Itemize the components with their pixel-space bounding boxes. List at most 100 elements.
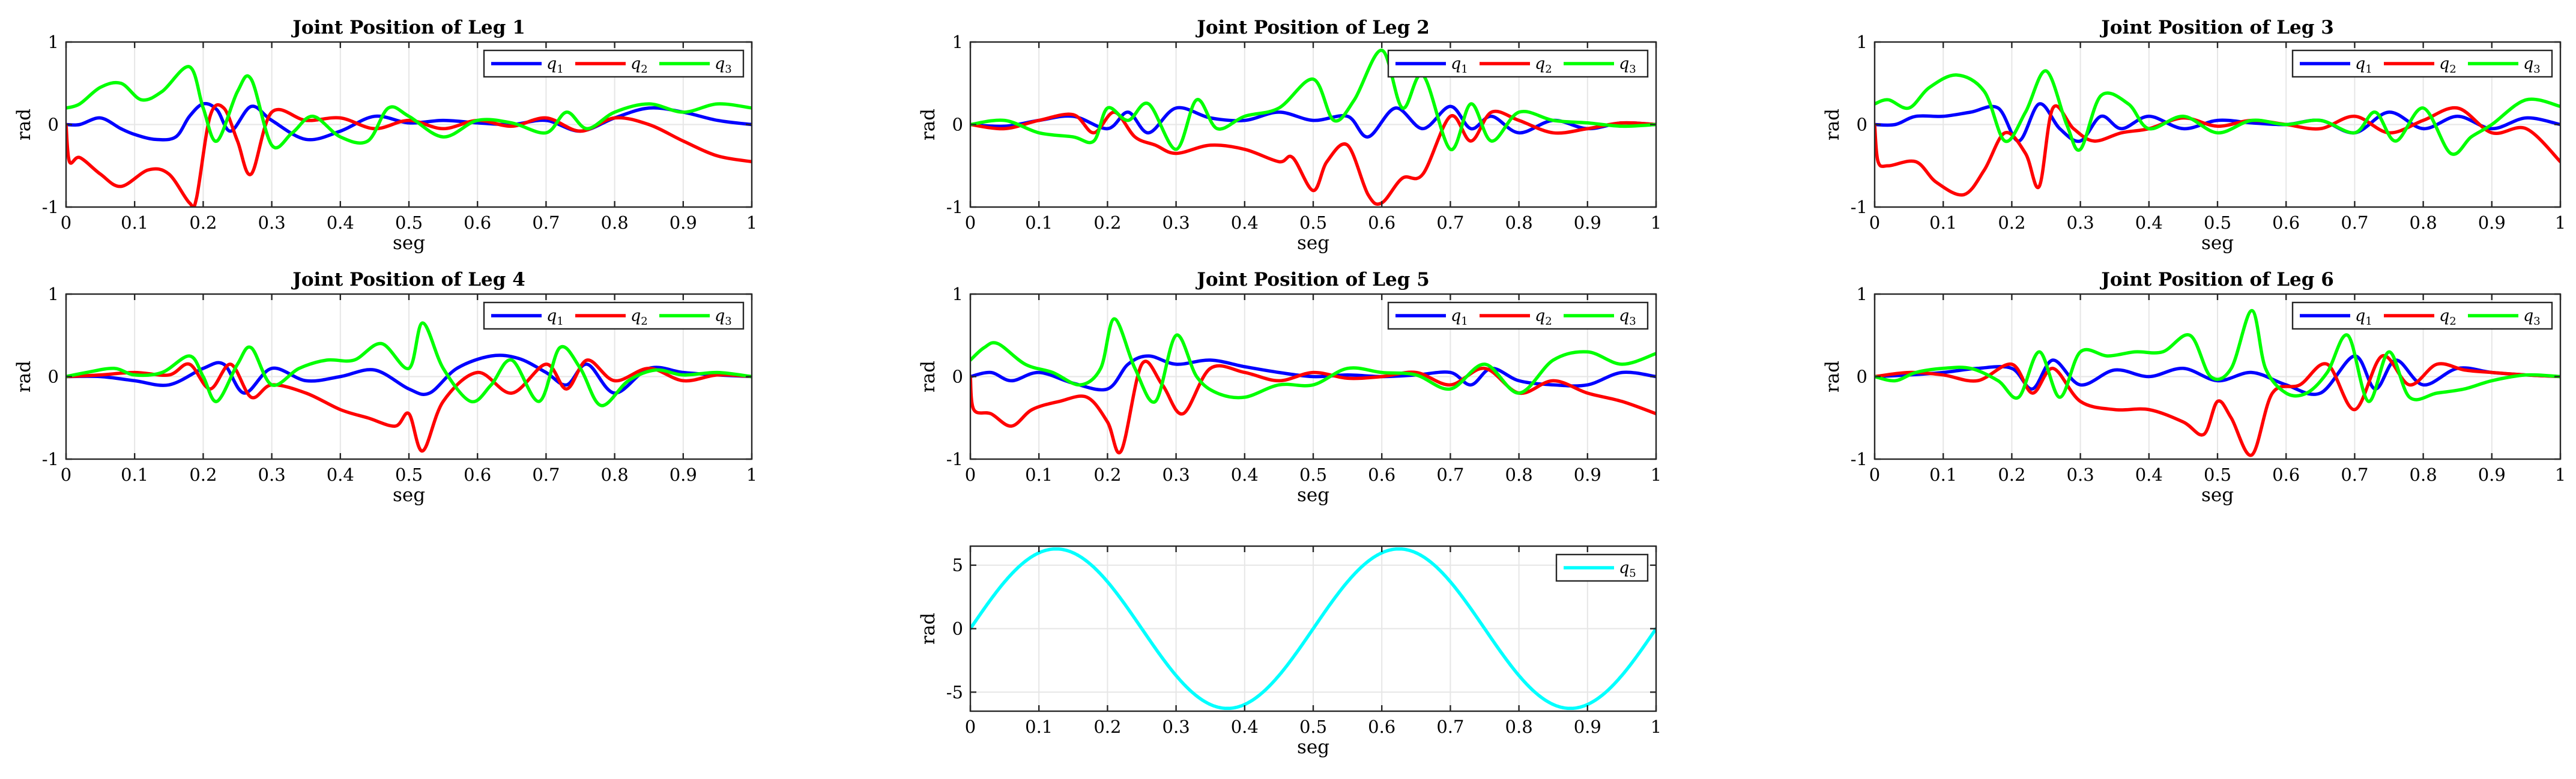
series-line-q3 (66, 65, 752, 149)
y-tick-label: -1 (946, 449, 963, 469)
y-tick-label: 0 (952, 619, 963, 639)
y-tick-label: -1 (946, 197, 963, 217)
x-tick-label: 0.2 (1998, 212, 2025, 233)
x-tick-label: 0.1 (1929, 212, 1957, 233)
series-line-q3 (66, 321, 752, 408)
x-tick-label: 0.3 (1163, 212, 1190, 233)
x-tick-label: 0 (1869, 465, 1880, 485)
y-axis-label: rad (1822, 361, 1843, 393)
x-tick-label: 0.3 (2067, 212, 2094, 233)
x-tick-label: 0.2 (1093, 717, 1121, 737)
x-tick-label: 0.2 (189, 465, 217, 485)
x-tick-label: 0.5 (395, 212, 423, 233)
x-tick-label: 0.3 (258, 212, 286, 233)
y-tick-label: 5 (952, 555, 963, 576)
series-line-q5 (970, 547, 1656, 711)
legend: q1 q2 q3 (2291, 301, 2553, 330)
x-tick-label: 0 (965, 212, 976, 233)
x-tick-label: 0 (965, 465, 976, 485)
x-tick-label: 0.8 (601, 465, 629, 485)
y-tick-label: 0 (1857, 367, 1867, 387)
x-tick-label: 0.4 (1231, 212, 1259, 233)
x-tick-label: 1 (2555, 212, 2566, 233)
x-tick-label: 0.6 (1368, 465, 1395, 485)
x-tick-label: 0.1 (1025, 465, 1053, 485)
chart-title: Joint Position of Leg 6 (2099, 269, 2334, 290)
y-tick-label: -5 (946, 682, 963, 702)
chart-title: Joint Position of Leg 2 (1195, 17, 1430, 38)
series-line-q3 (1875, 308, 2560, 403)
x-tick-label: 0.9 (670, 212, 697, 233)
x-tick-label: 0.9 (1574, 465, 1601, 485)
legend: q1 q2 q3 (2291, 49, 2553, 78)
y-tick-label: 1 (952, 284, 963, 304)
x-tick-label: 0.4 (1231, 465, 1259, 485)
x-tick-label: 1 (1651, 465, 1661, 485)
x-tick-label: 0.4 (2135, 212, 2163, 233)
series-line-q2 (1875, 353, 2560, 457)
x-axis-label: seg (1297, 736, 1329, 758)
x-tick-label: 0.9 (2478, 465, 2506, 485)
x-tick-label: 0.8 (1505, 717, 1533, 737)
y-tick-label: 1 (1857, 32, 1867, 52)
x-tick-label: 0 (61, 465, 71, 485)
x-tick-label: 0.5 (1299, 212, 1327, 233)
x-tick-label: 0.3 (1163, 465, 1190, 485)
y-axis-label: rad (1822, 109, 1843, 140)
y-axis-label: rad (918, 109, 939, 140)
y-axis-label: rad (918, 361, 939, 393)
x-tick-label: 0 (965, 717, 976, 737)
y-tick-label: 1 (1857, 284, 1867, 304)
x-tick-label: 0.5 (1299, 717, 1327, 737)
x-tick-label: 0.7 (1436, 212, 1464, 233)
x-tick-label: 0.5 (2204, 465, 2231, 485)
chart-q5: 0 0.1 0.2 0.3 0.4 0.5 0.6 0.7 0.8 0.9 1-505segradq… (918, 545, 1661, 758)
x-tick-label: 0.9 (2478, 212, 2506, 233)
series-line-q1 (970, 104, 1656, 139)
series-line-q3 (970, 49, 1656, 151)
x-tick-label: 0.7 (1436, 717, 1464, 737)
x-tick-label: 0.3 (1163, 717, 1190, 737)
y-axis-label: rad (13, 361, 35, 393)
chart-title: Joint Position of Leg 5 (1195, 269, 1430, 290)
chart-title: Joint Position of Leg 3 (2099, 17, 2334, 38)
y-axis-label: rad (13, 109, 35, 140)
x-tick-label: 0.2 (189, 212, 217, 233)
x-tick-label: 0.5 (1299, 465, 1327, 485)
x-tick-label: 1 (1651, 717, 1661, 737)
x-tick-label: 0.6 (2272, 212, 2300, 233)
series-line-q2 (970, 109, 1656, 206)
x-tick-label: 0.3 (2067, 465, 2094, 485)
series-line-q3 (1875, 69, 2560, 156)
y-axis-label: rad (918, 613, 939, 645)
x-tick-label: 0.9 (1574, 717, 1601, 737)
x-tick-label: 0.4 (2135, 465, 2163, 485)
x-tick-label: 0.4 (327, 212, 354, 233)
legend-label-q1: q1 (2355, 55, 2372, 76)
x-tick-label: 0.1 (1025, 212, 1053, 233)
series-line-q3 (970, 317, 1656, 404)
series-line-q2 (66, 358, 752, 453)
y-tick-label: -1 (42, 449, 59, 469)
y-tick-label: 1 (952, 32, 963, 52)
legend: q1 q2 q3 (483, 49, 745, 78)
x-tick-label: 0.3 (258, 465, 286, 485)
x-tick-label: 0 (1869, 212, 1880, 233)
series-line-q1 (1875, 354, 2560, 396)
x-tick-label: 0.6 (464, 212, 491, 233)
x-tick-label: 1 (746, 212, 757, 233)
legend: q1 q2 q3 (1387, 301, 1649, 330)
x-axis-label: seg (393, 232, 425, 254)
y-tick-label: -1 (1851, 449, 1867, 469)
x-axis-label: seg (2201, 232, 2234, 254)
chart-title: Joint Position of Leg 1 (291, 17, 525, 38)
series-line-q2 (1875, 104, 2560, 197)
x-tick-label: 0.2 (1998, 465, 2025, 485)
x-tick-label: 0.1 (121, 212, 148, 233)
